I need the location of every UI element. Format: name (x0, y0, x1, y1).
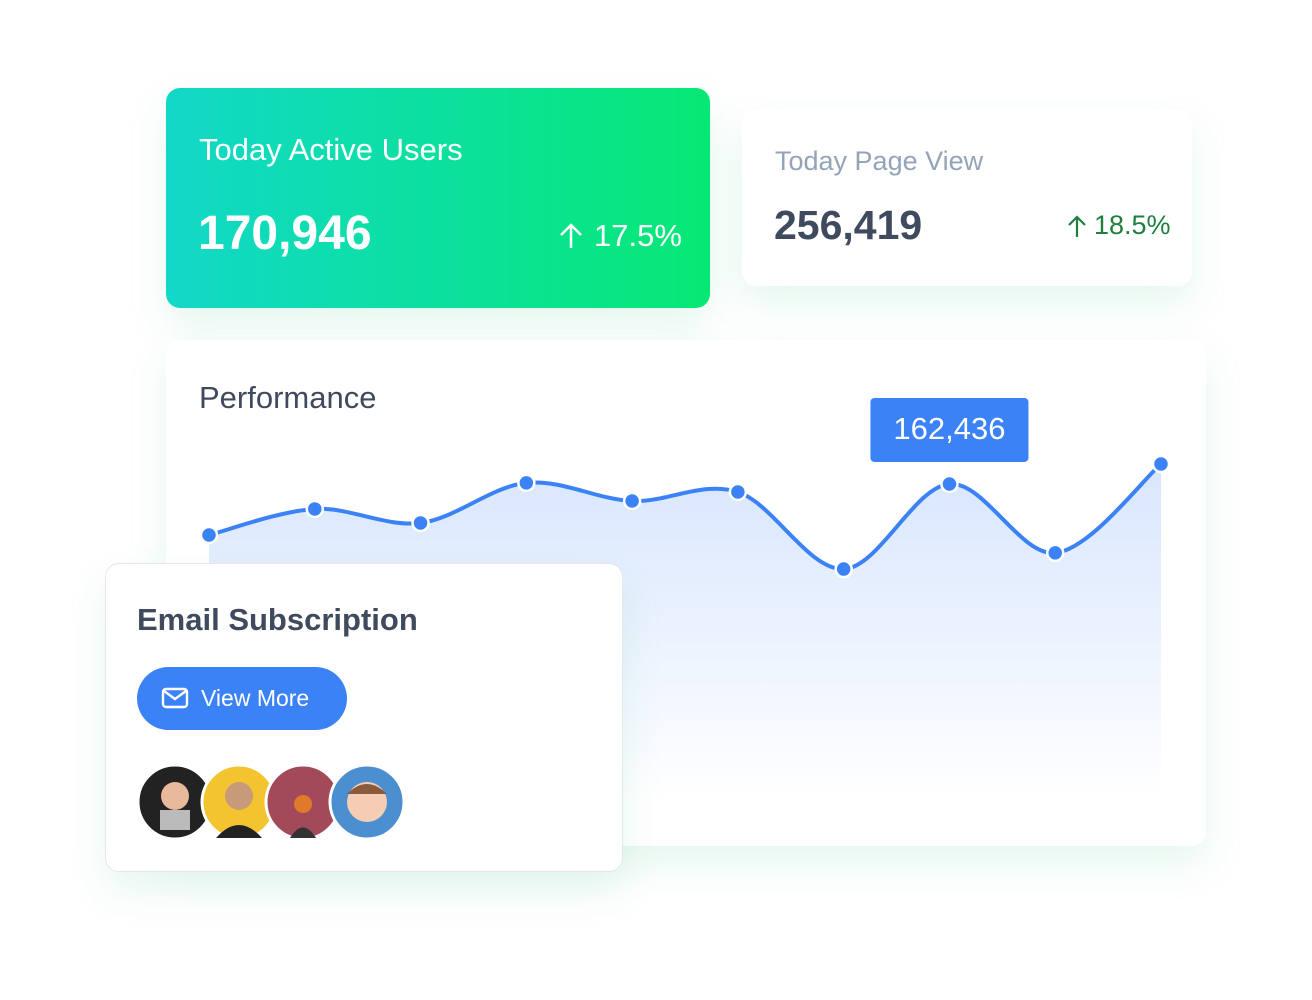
tooltip (870, 397, 1029, 462)
point (1151, 454, 1171, 474)
active-users-card: Today Active Users 170,946 17.5% (166, 88, 710, 308)
card-value: 256,419 (774, 202, 923, 248)
point (517, 473, 536, 493)
email-card: Email Subscription View More (105, 563, 623, 872)
point (834, 559, 853, 579)
up-arrow (560, 223, 582, 248)
point (940, 474, 959, 494)
line (208, 462, 1163, 572)
view-more-button[interactable]: View More (137, 667, 347, 730)
point (411, 513, 430, 533)
point (1045, 543, 1065, 563)
avatars (136, 763, 406, 841)
card-value: 170,946 (198, 207, 372, 260)
email-title: Email Subscription (137, 602, 418, 637)
point (305, 499, 325, 519)
mail-icon (161, 687, 189, 709)
card-change: 17.5% (594, 218, 682, 253)
point (728, 482, 748, 502)
card-title: Today Page View (775, 146, 984, 176)
chart-title: Performance (199, 380, 377, 415)
tooltip-label: 162,436 (893, 411, 1005, 446)
point (622, 491, 642, 511)
button-label: View More (201, 685, 310, 711)
card-change: 18.5% (1094, 210, 1171, 240)
page-view-card: Today Page View 256,419 18.5% (742, 110, 1192, 286)
point (199, 525, 219, 545)
up-arrow (1068, 215, 1086, 237)
card-title: Today Active Users (199, 132, 463, 167)
